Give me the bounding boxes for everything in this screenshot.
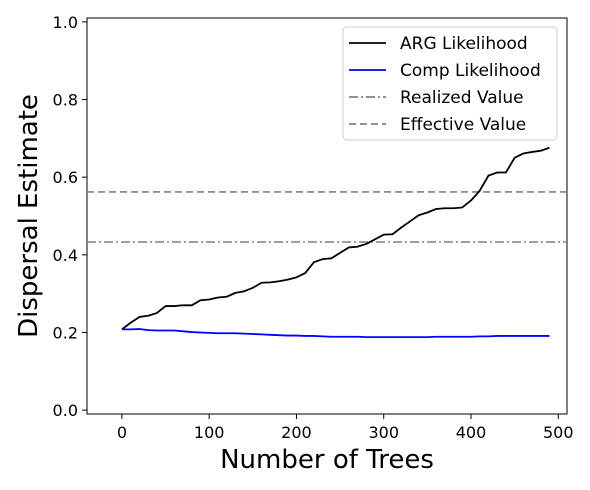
y-tick-label: 0.6 bbox=[53, 168, 78, 187]
legend-label: Comp Likelihood bbox=[400, 61, 541, 81]
series-line-arg-likelihood bbox=[121, 146, 550, 331]
y-tick-label: 0.8 bbox=[53, 91, 78, 110]
y-tick-label: 1.0 bbox=[53, 13, 78, 32]
x-tick-label: 400 bbox=[456, 423, 487, 442]
legend: ARG Likelihood Comp Likelihood Realized Va… bbox=[342, 26, 558, 141]
x-tick-label: 300 bbox=[368, 423, 399, 442]
y-tick-label: 0.0 bbox=[53, 401, 78, 420]
y-tick-label: 0.4 bbox=[53, 246, 78, 265]
reference-lines bbox=[87, 191, 567, 243]
y-axis-title: Dispersal Estimate bbox=[14, 94, 44, 338]
x-tick-label: 0 bbox=[117, 423, 127, 442]
x-tick-label: 200 bbox=[281, 423, 312, 442]
legend-box bbox=[342, 26, 558, 141]
legend-label: Effective Value bbox=[400, 115, 526, 135]
legend-label: ARG Likelihood bbox=[400, 34, 528, 54]
series-line-comp-likelihood bbox=[121, 328, 550, 339]
legend-label: Realized Value bbox=[400, 88, 524, 108]
x-tick-label: 100 bbox=[194, 423, 225, 442]
y-tick-label: 0.2 bbox=[53, 323, 78, 342]
y-axis: 0.0 0.2 0.4 0.6 0.8 1.0 bbox=[53, 13, 87, 420]
x-axis: 0 100 200 300 400 500 bbox=[117, 414, 574, 442]
x-tick-label: 500 bbox=[543, 423, 574, 442]
series-lines bbox=[121, 146, 550, 339]
x-axis-title: Number of Trees bbox=[220, 445, 434, 475]
